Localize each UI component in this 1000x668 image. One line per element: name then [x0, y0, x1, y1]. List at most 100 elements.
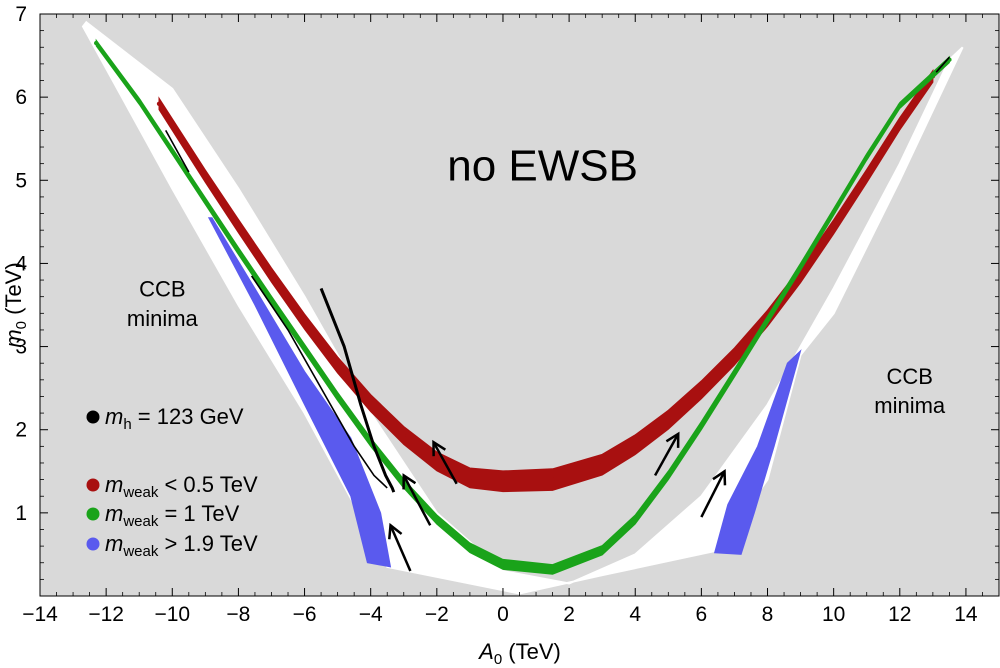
series-point — [765, 317, 770, 323]
legend-marker — [86, 507, 100, 521]
series-line — [165, 130, 190, 173]
annotation: no EWSB — [447, 141, 638, 190]
y-tick-label: 6 — [15, 86, 27, 109]
series-point — [699, 387, 704, 393]
series-point — [633, 517, 638, 522]
legend-label: mweak = 1 TeV — [105, 501, 240, 530]
x-tick-label: 4 — [629, 603, 641, 626]
x-tick-label: −4 — [359, 603, 383, 626]
legend-entry: mweak < 0.5 TeV — [86, 472, 258, 501]
arrow-head — [388, 522, 403, 540]
series-band — [158, 68, 934, 493]
legend-marker — [86, 537, 100, 551]
arrow-shaft — [389, 524, 412, 572]
series-point — [864, 154, 869, 160]
series-layer — [94, 38, 952, 575]
series-point — [302, 346, 307, 351]
y-tick-label: 3 — [15, 336, 27, 359]
series-point — [335, 362, 340, 368]
arrow-shaft — [653, 433, 680, 477]
series-point — [500, 479, 506, 484]
annotation: CCB — [886, 364, 932, 389]
series-0 — [156, 68, 936, 493]
legend-label: mweak < 0.5 TeV — [105, 472, 258, 501]
series-point — [137, 99, 142, 104]
series-point — [269, 272, 274, 278]
x-tick-label: −12 — [88, 603, 124, 626]
arrow-layer — [388, 431, 727, 572]
x-tick-label: 6 — [696, 603, 708, 626]
series-point — [467, 475, 473, 481]
annotation-layer: no EWSB CCB minima CCB minima — [127, 141, 946, 418]
legend-marker — [86, 410, 100, 424]
series-point — [236, 248, 241, 254]
legend-entry: mh = 123 GeV — [86, 404, 244, 433]
series-3 — [165, 56, 951, 493]
x-tick-label: 10 — [822, 603, 845, 626]
y-axis-title: m0 (TeV) — [1, 262, 30, 347]
series-point — [599, 462, 605, 467]
annotation: minima — [127, 306, 199, 331]
series-point — [302, 319, 307, 324]
series-point — [236, 223, 241, 229]
series-point — [666, 417, 671, 422]
arrow-shaft — [700, 470, 726, 518]
x-tick-label: 14 — [954, 603, 978, 626]
series-point — [699, 423, 704, 428]
arrow-head — [712, 468, 727, 486]
legend-entry: mweak > 1.9 TeV — [86, 531, 258, 560]
y-tick-label: 7 — [15, 3, 27, 26]
series-line — [250, 275, 388, 489]
series-point — [798, 264, 803, 269]
x-tick-label: −2 — [425, 603, 449, 626]
x-tick-label: 2 — [563, 603, 575, 626]
legend-entry: mweak = 1 TeV — [86, 501, 240, 530]
arrow-head — [665, 431, 680, 448]
series-point — [467, 545, 473, 550]
x-tick-label: −10 — [154, 603, 190, 626]
arrow — [432, 439, 458, 485]
series-point — [732, 370, 737, 376]
annotation: CCB — [139, 277, 185, 302]
y-tick-label: 2 — [15, 419, 27, 442]
series-point — [550, 477, 555, 482]
series-point — [633, 442, 638, 447]
series-2 — [207, 217, 802, 568]
series-point — [401, 433, 406, 438]
x-tick-label: 12 — [888, 603, 911, 626]
series-point — [897, 121, 902, 126]
series-point — [831, 224, 836, 230]
series-point — [599, 548, 605, 553]
x-tick-label: −14 — [22, 603, 58, 626]
arrow-head — [402, 473, 417, 490]
y-tick-label: 4 — [15, 252, 27, 275]
series-point — [550, 567, 555, 572]
arrow — [402, 473, 432, 526]
series-point — [864, 173, 869, 179]
series-point — [335, 394, 340, 399]
y-tick-label: 5 — [15, 169, 27, 192]
annotation: minima — [874, 393, 946, 418]
series-point — [831, 209, 836, 215]
arrow — [653, 431, 680, 477]
plot-background — [40, 14, 999, 596]
series-point — [434, 459, 440, 464]
x-tick-label: 8 — [762, 603, 774, 626]
series-point — [732, 354, 737, 359]
arrow — [700, 468, 727, 518]
series-point — [500, 562, 506, 567]
series-point — [666, 473, 671, 478]
series-band — [207, 217, 392, 568]
arrow — [388, 522, 412, 572]
x-axis-title: A0 (TeV) — [477, 639, 561, 668]
y-tick-label: 1 — [15, 502, 27, 525]
series-point — [368, 400, 373, 406]
series-point — [434, 517, 440, 522]
series-point — [94, 40, 99, 46]
series-point — [170, 148, 175, 154]
series-point — [203, 198, 208, 204]
legend-label: mh = 123 GeV — [105, 404, 244, 433]
